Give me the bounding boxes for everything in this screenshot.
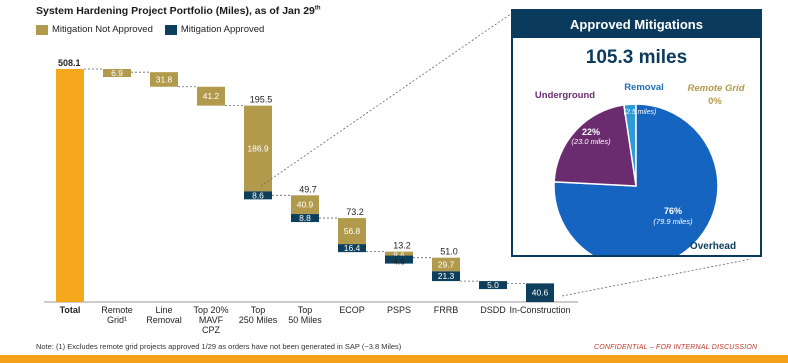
- legend-label-not-approved: Mitigation Not Approved: [52, 24, 153, 35]
- category-label: PSPS: [387, 305, 411, 315]
- bar-not-approved: [338, 218, 366, 245]
- legend-label-approved: Mitigation Approved: [180, 24, 265, 35]
- data-label: 5.0: [487, 280, 499, 290]
- bar-not-approved: [244, 105, 272, 192]
- category-label: DSDD: [480, 305, 506, 315]
- legend-item-approved: Mitigation Approved: [164, 24, 265, 35]
- bar-approved: [244, 191, 272, 200]
- pie-name-underground: Underground: [535, 90, 595, 101]
- legend-swatch-not-approved: [36, 24, 48, 35]
- bar-approved: [526, 283, 554, 302]
- category-label: Remote Grid¹: [101, 305, 133, 325]
- footnote: Note: (1) Excludes remote grid projects …: [36, 342, 402, 351]
- chart-title: System Hardening Project Portfolio (Mile…: [36, 5, 321, 17]
- bar-approved: [432, 271, 460, 282]
- panel-connector-top: [260, 10, 516, 187]
- legend-item-not-approved: Mitigation Not Approved: [36, 24, 153, 35]
- pie-miles-overhead: (79.9 miles): [653, 217, 693, 226]
- data-label: 56.8: [344, 226, 361, 236]
- pie-chart: 76%(79.9 miles) 22%(23.0 miles) 2% (2.5 mil…: [535, 82, 745, 255]
- category-label: ECOP: [339, 305, 365, 315]
- category-label: FRRB: [434, 305, 459, 315]
- data-label: 16.4: [344, 243, 361, 253]
- data-label: 41.2: [203, 91, 220, 101]
- bar-approved: [385, 255, 413, 264]
- category-label: In-Construction: [509, 305, 570, 315]
- category-label: Top 20% MAVF CPZ: [193, 305, 228, 335]
- legend: Mitigation Not Approved Mitigation Appro…: [36, 24, 270, 35]
- data-label: 4.6: [393, 257, 405, 267]
- bar-total-label: 13.2: [393, 241, 411, 251]
- bar-approved: [479, 281, 507, 290]
- confidential-label: CONFIDENTIAL – FOR INTERNAL DISCUSSION: [594, 344, 758, 351]
- bar-not-approved: [291, 195, 319, 215]
- pie-title: Approved Mitigations: [513, 11, 760, 38]
- data-label: 31.8: [156, 74, 173, 84]
- pie-pct-remote-grid: 0%: [708, 96, 722, 107]
- bar-not-approved: [197, 86, 225, 106]
- pie-slice-underground: [553, 104, 637, 187]
- pie-pct-underground: 22%: [582, 127, 600, 137]
- pie-pct-overhead: 76%: [664, 206, 682, 216]
- pie-miles-removal: (2.5 miles): [624, 109, 657, 116]
- category-label: Line Removal: [146, 305, 182, 325]
- bar-total-label: 508.1: [58, 58, 81, 68]
- pie-name-overhead: Overhead: [690, 241, 736, 252]
- bottom-accent-bar: [0, 355, 788, 363]
- bar-total-label: 49.7: [299, 184, 317, 194]
- data-label: 8.6: [252, 190, 264, 200]
- bar-not-approved: [103, 69, 131, 77]
- panel-connector-bottom: [561, 258, 752, 297]
- legend-swatch-approved: [164, 24, 177, 35]
- pie-name-remote-grid: Remote Grid: [687, 83, 744, 94]
- data-label: 8.8: [299, 213, 311, 223]
- bar-total-label: 195.5: [250, 95, 273, 105]
- bar-total-label: 73.2: [346, 207, 364, 217]
- data-label: 21.3: [438, 271, 455, 281]
- data-label: 186.9: [247, 143, 269, 153]
- data-label: 40.9: [297, 200, 314, 210]
- bar-not-approved: [432, 257, 460, 272]
- pie-name-removal: Removal: [624, 82, 664, 93]
- bar-total-label: 51.0: [440, 247, 458, 257]
- approved-mitigations-panel: Approved Mitigations 105.3 miles 76% (79.…: [511, 9, 762, 257]
- category-label: Total: [60, 305, 81, 315]
- data-label: 6.9: [111, 68, 123, 78]
- pie-miles-underground: (23.0 miles): [571, 137, 611, 146]
- pie-total: 105.3 miles: [585, 47, 688, 68]
- pie-slice-overhead: [553, 103, 719, 255]
- data-label: 40.6: [532, 288, 549, 298]
- pie-pct-removal: 2%: [629, 97, 642, 107]
- bar-not-approved: [150, 72, 178, 87]
- bar-approved: [338, 244, 366, 253]
- bar-total: [56, 69, 84, 302]
- category-label: Top 250 Miles: [239, 305, 278, 325]
- category-label: Top 50 Miles: [288, 305, 322, 325]
- bar-approved: [291, 214, 319, 223]
- data-label: 29.7: [438, 260, 455, 270]
